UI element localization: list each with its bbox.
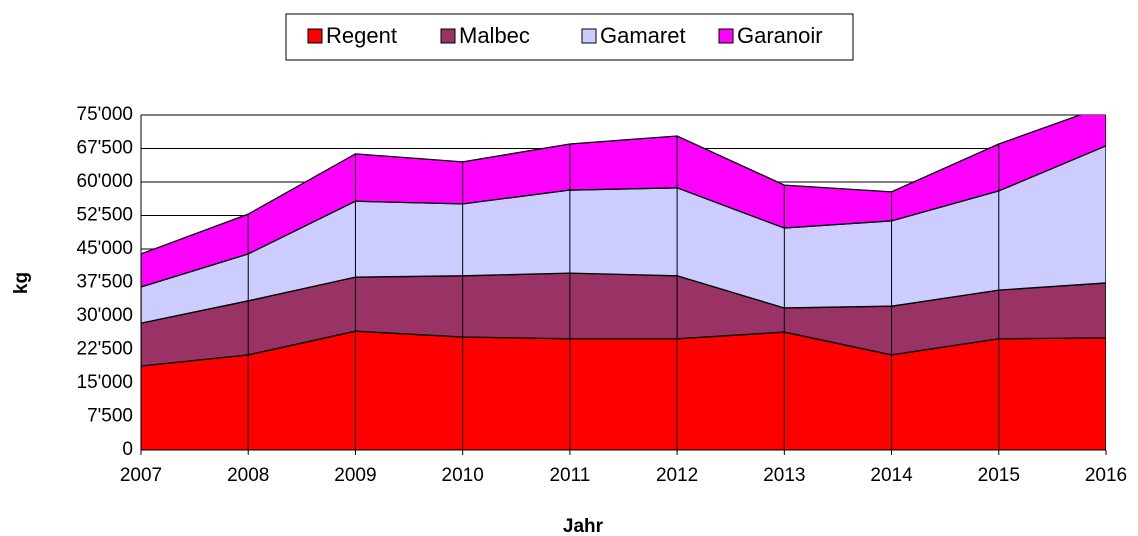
y-tick-label: 67'500: [77, 138, 133, 159]
x-tick-label: 2011: [549, 465, 590, 486]
x-tick-label: 2016: [1085, 465, 1127, 486]
legend-swatch: [307, 28, 323, 44]
x-tick-label: 2009: [334, 465, 376, 486]
y-tick-label: 75'000: [77, 104, 133, 125]
y-tick-label: 22'500: [77, 339, 133, 360]
y-tick-label: 15'000: [77, 372, 133, 393]
y-tick-label: 37'500: [77, 272, 133, 293]
legend-swatch: [581, 28, 597, 44]
y-tick-label: 45'000: [77, 238, 133, 259]
legend-swatch: [440, 28, 456, 44]
x-tick-label: 2007: [120, 465, 162, 486]
x-tick-label: 2012: [656, 465, 698, 486]
x-tick-label: 2010: [442, 465, 484, 486]
legend-label: Regent: [326, 23, 397, 48]
y-tick-label: 7'500: [87, 406, 133, 427]
legend-swatch: [718, 28, 734, 44]
x-axis-label: Jahr: [563, 516, 604, 536]
y-axis-label: kg: [11, 272, 32, 294]
y-tick-label: 0: [122, 439, 133, 460]
y-tick-label: 60'000: [77, 171, 133, 192]
area: [141, 330, 1106, 450]
legend-box: [285, 13, 854, 61]
x-tick-label: 2008: [227, 465, 269, 486]
x-tick-label: 2013: [763, 465, 805, 486]
y-tick-label: 30'000: [77, 305, 133, 326]
legend-label: Garanoir: [737, 23, 823, 48]
legend-label: Gamaret: [600, 23, 686, 48]
x-tick-label: 2014: [870, 465, 913, 486]
plot-area: [141, 115, 1106, 450]
y-tick-label: 52'500: [77, 205, 133, 226]
area: [141, 115, 1106, 288]
x-tick-label: 2015: [978, 465, 1020, 486]
legend-label: Malbec: [459, 23, 530, 48]
